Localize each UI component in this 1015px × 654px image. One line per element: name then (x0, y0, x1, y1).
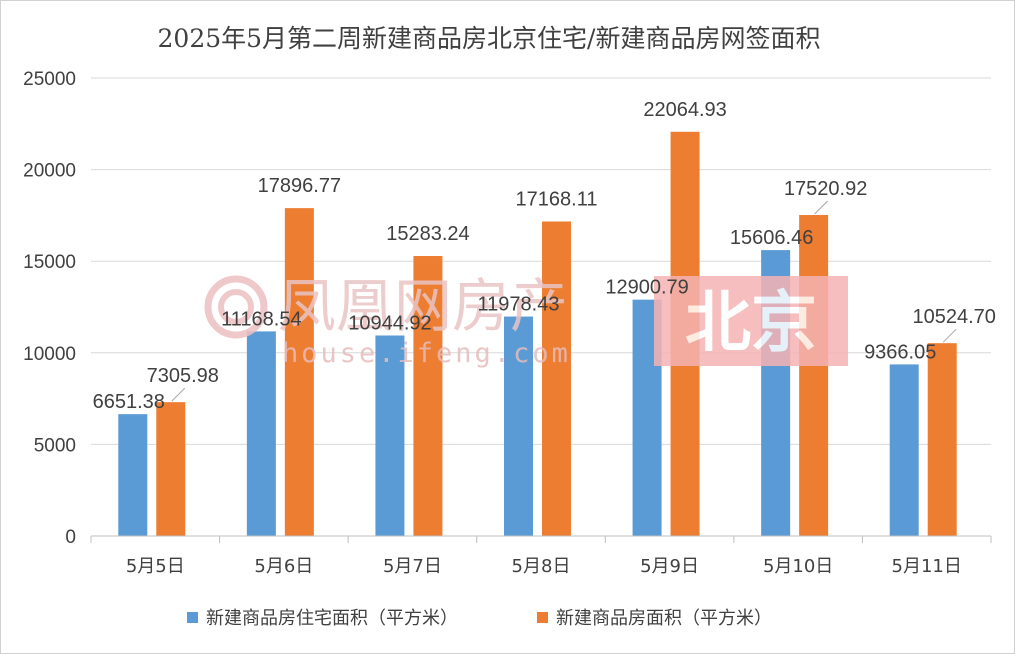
data-label: 15283.24 (386, 223, 469, 245)
leader-line (172, 388, 185, 401)
y-tick-label: 5000 (34, 435, 76, 456)
data-label: 10944.92 (348, 312, 431, 334)
data-label: 7305.98 (147, 365, 219, 387)
y-tick-label: 10000 (23, 344, 76, 365)
data-label: 17896.77 (258, 175, 341, 197)
legend: 新建商品房住宅面积（平方米） 新建商品房面积（平方米） (187, 608, 772, 629)
data-label: 6651.38 (93, 391, 165, 413)
data-label: 9366.05 (864, 341, 936, 363)
legend-swatch (187, 612, 198, 623)
x-tick-label: 5月7日 (383, 556, 442, 577)
leader-line (943, 329, 956, 342)
data-label: 22064.93 (643, 99, 726, 121)
data-label: 10524.70 (913, 306, 996, 328)
data-label: 15606.46 (730, 227, 813, 249)
y-tick-label: 0 (65, 527, 76, 548)
y-axis-ticks: 0 5000 10000 15000 20000 25000 (23, 69, 76, 548)
bar-chart: 2025年5月第二周新建商品房北京住宅/新建商品房网签面积 0 5000 10000… (0, 0, 1015, 654)
y-tick-label: 15000 (23, 252, 76, 273)
bar-total (928, 343, 957, 536)
x-tick-label: 5月6日 (254, 556, 313, 577)
bar-residential (247, 331, 276, 536)
y-tick-label: 25000 (23, 69, 76, 90)
x-tick-label: 5月11日 (892, 556, 962, 577)
legend-label: 新建商品房住宅面积（平方米） (206, 608, 458, 629)
x-tick-label: 5月9日 (640, 556, 699, 577)
leader-line (815, 201, 828, 214)
bar-total (156, 402, 185, 536)
data-label: 17520.92 (784, 178, 867, 200)
data-label: 17168.11 (516, 188, 598, 210)
data-label: 11978.43 (478, 294, 560, 316)
x-tick-label: 5月8日 (512, 556, 571, 577)
legend-label: 新建商品房面积（平方米） (556, 608, 772, 629)
bar-total (799, 215, 828, 536)
x-axis: 5月5日 5月6日 5月7日 5月8日 5月9日 5月10日 5月11日 (91, 536, 991, 577)
data-label: 12900.79 (605, 277, 688, 299)
bar-residential (890, 364, 919, 536)
x-tick-label: 5月5日 (126, 556, 185, 577)
watermark: 凤凰网房产 house.ifeng.com 北京 (208, 272, 848, 369)
gridlines (91, 78, 991, 444)
chart-title: 2025年5月第二周新建商品房北京住宅/新建商品房网签面积 (158, 24, 821, 53)
watermark-city: 北京 (685, 283, 817, 361)
bar-total (285, 208, 314, 536)
bar-total (542, 221, 571, 536)
watermark-url: house.ifeng.com (282, 338, 571, 369)
legend-swatch (537, 612, 548, 623)
x-tick-label: 5月10日 (763, 556, 833, 577)
data-label: 11168.54 (221, 308, 301, 330)
bar-residential (118, 414, 147, 536)
y-tick-label: 20000 (23, 161, 76, 182)
